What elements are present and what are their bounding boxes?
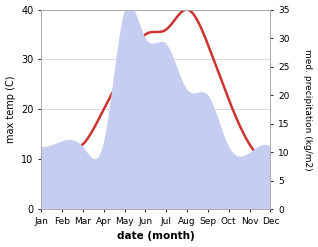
X-axis label: date (month): date (month) [117,231,195,242]
Y-axis label: max temp (C): max temp (C) [5,76,16,143]
Y-axis label: med. precipitation (kg/m2): med. precipitation (kg/m2) [303,49,313,170]
